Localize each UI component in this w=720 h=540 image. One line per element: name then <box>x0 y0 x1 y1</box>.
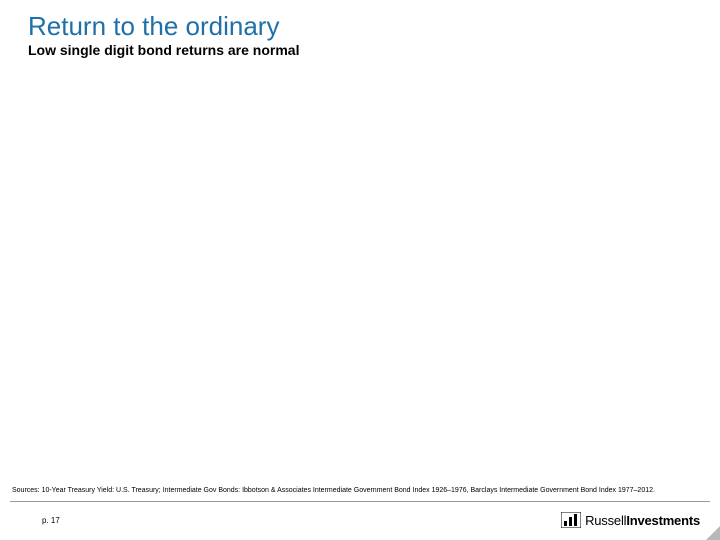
brand-first: Russell <box>585 513 626 528</box>
brand-text: RussellInvestments <box>585 513 700 528</box>
russell-bars-icon <box>561 512 581 528</box>
sources-text: Sources: 10-Year Treasury Yield: U.S. Tr… <box>10 486 710 501</box>
brand-logo: RussellInvestments <box>561 512 708 528</box>
slide-container: Return to the ordinary Low single digit … <box>0 0 720 540</box>
page-number: p. 17 <box>42 516 60 525</box>
footer-row: p. 17 RussellInvestments <box>10 512 710 528</box>
brand-second: Investments <box>626 513 700 528</box>
page-title: Return to the ordinary <box>28 10 692 41</box>
footer-divider <box>10 501 710 502</box>
page-subtitle: Low single digit bond returns are normal <box>28 42 692 58</box>
corner-fold-icon <box>706 526 720 540</box>
footer: Sources: 10-Year Treasury Yield: U.S. Tr… <box>10 486 710 528</box>
